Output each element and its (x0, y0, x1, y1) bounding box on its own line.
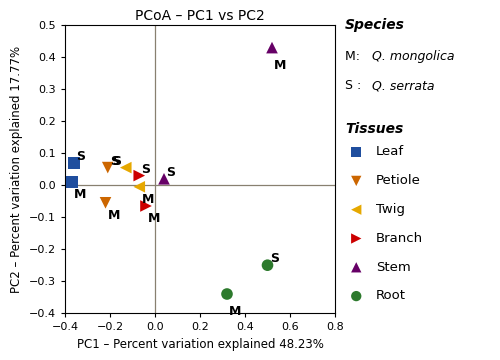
Point (102, 200, 110, 206)
Text: M: M (148, 212, 160, 225)
Y-axis label: PC2 – Percent variation explained 17.77%: PC2 – Percent variation explained 17.77% (10, 46, 24, 293)
Text: Leaf: Leaf (376, 145, 404, 158)
Point (70, 160, 78, 166)
Point (122, 165, 130, 171)
Text: S: S (166, 166, 175, 179)
Point (264, 262, 272, 268)
Text: M: M (142, 193, 154, 206)
Text: M: M (274, 59, 286, 72)
Title: PCoA – PC1 vs PC2: PCoA – PC1 vs PC2 (135, 9, 265, 23)
Text: M: M (108, 209, 120, 222)
Point (352, 178, 360, 184)
Point (352, 149, 360, 155)
Point (223, 291, 231, 297)
Text: Q. serrata: Q. serrata (372, 79, 435, 92)
Text: M: M (229, 305, 241, 318)
Text: S: S (142, 163, 150, 176)
Point (352, 264, 360, 270)
Text: Branch: Branch (376, 232, 423, 245)
Point (68, 179, 76, 185)
Text: Petiole: Petiole (376, 174, 421, 187)
Point (352, 293, 360, 299)
Text: M:: M: (345, 50, 364, 63)
X-axis label: PC1 – Percent variation explained 48.23%: PC1 – Percent variation explained 48.23% (76, 338, 324, 351)
Point (160, 176, 168, 182)
Text: S: S (110, 155, 119, 168)
Text: Twig: Twig (376, 203, 405, 216)
Point (352, 207, 360, 212)
Text: Stem: Stem (376, 261, 411, 274)
Point (268, 45, 276, 50)
Point (352, 235, 360, 241)
Text: S: S (76, 150, 86, 163)
Text: Species: Species (345, 18, 405, 32)
Text: M: M (74, 188, 86, 201)
Text: Tissues: Tissues (345, 122, 403, 136)
Point (135, 184, 143, 190)
Text: Q. mongolica: Q. mongolica (372, 50, 455, 63)
Point (135, 173, 143, 179)
Point (104, 165, 112, 171)
Text: S: S (270, 252, 279, 265)
Text: S: S (112, 155, 121, 168)
Text: S :: S : (345, 79, 365, 92)
Text: Root: Root (376, 289, 406, 302)
Point (142, 203, 150, 209)
